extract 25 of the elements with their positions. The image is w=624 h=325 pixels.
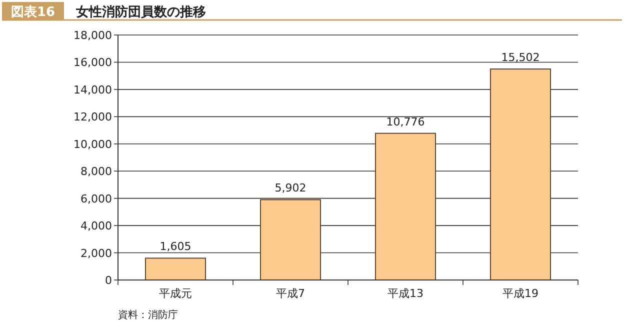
y-tick-label: 16,000 (74, 56, 112, 70)
bar (490, 68, 551, 280)
y-tick-label: 14,000 (74, 83, 112, 96)
x-tick-label: 平成元 (159, 287, 192, 300)
text: 図表16 (10, 5, 56, 20)
chart-title: 女性消防団員数の推移 (75, 4, 206, 20)
y-tick-label: 8,000 (80, 165, 112, 178)
y-tick-label: 12,000 (74, 110, 112, 124)
x-tick-label: 平成7 (276, 287, 305, 300)
bar (145, 258, 206, 280)
x-tick-label: 平成19 (502, 287, 538, 300)
x-tick-label: 平成13 (388, 287, 424, 300)
y-tick-label: 18,000 (74, 29, 112, 42)
bar (375, 132, 436, 280)
y-tick-label: 6,000 (80, 192, 112, 206)
data-label: 1,605 (160, 240, 192, 254)
data-label: 5,902 (274, 182, 306, 195)
data-label: 10,776 (386, 115, 425, 128)
y-tick-label: 4,000 (80, 220, 112, 233)
bar (260, 199, 321, 280)
y-tick-label: 2,000 (80, 246, 112, 260)
text: 資料：消防庁 (118, 309, 178, 321)
y-tick-label: 0 (105, 274, 112, 287)
y-tick-label: 10,000 (74, 138, 112, 151)
data-label: 15,502 (501, 51, 540, 64)
